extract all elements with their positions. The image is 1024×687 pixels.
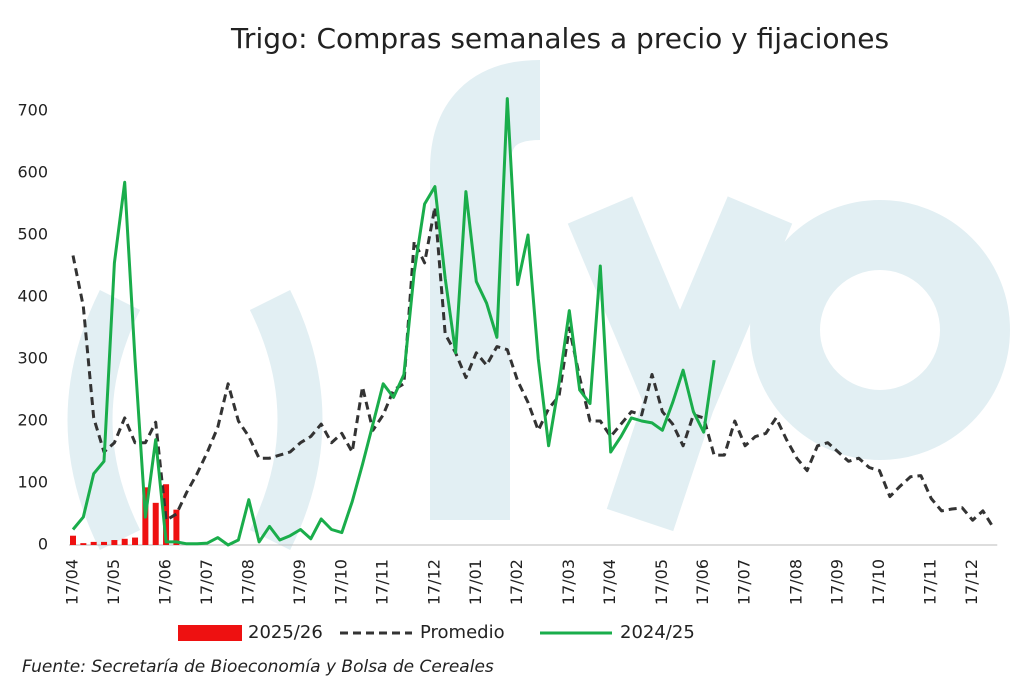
x-tick-label: 17/04 (63, 559, 82, 605)
line (71, 97, 716, 547)
bar (101, 541, 108, 545)
bar (152, 502, 159, 545)
bar (111, 540, 118, 545)
y-tick-label: 0 (38, 535, 48, 554)
x-tick-label: 17/06 (693, 559, 712, 605)
x-tick-label: 17/05 (652, 559, 671, 605)
x-tick-label: 17/07 (197, 559, 216, 605)
x-tick-label: 17/12 (424, 559, 443, 605)
x-tick-label: 17/01 (466, 559, 485, 605)
chart-title: Trigo: Compras semanales a precio y fija… (230, 22, 889, 55)
x-tick-label: 17/03 (559, 559, 578, 605)
line (71, 205, 995, 529)
x-tick-label: 17/11 (921, 559, 940, 605)
legend-label: Promedio (420, 622, 505, 643)
y-tick-label: 700 (17, 101, 48, 120)
source-note: Fuente: Secretaría de Bioeconomía y Bols… (22, 657, 494, 677)
y-tick-label: 100 (17, 473, 48, 492)
bar (90, 541, 97, 545)
x-tick-label: 17/02 (507, 559, 526, 605)
y-tick-label: 200 (17, 411, 48, 430)
y-tick-label: 300 (17, 349, 48, 368)
x-tick-label: 17/10 (331, 559, 350, 605)
x-tick-label: 17/05 (104, 559, 123, 605)
bar (121, 538, 128, 545)
bar (173, 509, 180, 545)
x-tick-label: 17/09 (290, 559, 309, 605)
y-tick-label: 500 (17, 225, 48, 244)
legend-label: 2024/25 (620, 622, 695, 643)
legend-label: 2025/26 (248, 622, 323, 643)
x-tick-label: 17/08 (786, 559, 805, 605)
x-tick-label: 17/11 (373, 559, 392, 605)
x-tick-label: 17/08 (238, 559, 257, 605)
legend-swatch (178, 625, 242, 641)
x-tick-label: 17/12 (962, 559, 981, 605)
bar (132, 537, 139, 545)
bar (80, 543, 87, 545)
x-tick-label: 17/07 (735, 559, 754, 605)
y-tick-label: 600 (17, 163, 48, 182)
x-tick-label: 17/10 (869, 559, 888, 605)
x-tick-label: 17/04 (600, 559, 619, 605)
bar (70, 535, 76, 545)
y-tick-label: 400 (17, 287, 48, 306)
x-tick-label: 17/06 (156, 559, 175, 605)
watermark (67, 60, 1010, 551)
x-tick-label: 17/09 (828, 559, 847, 605)
